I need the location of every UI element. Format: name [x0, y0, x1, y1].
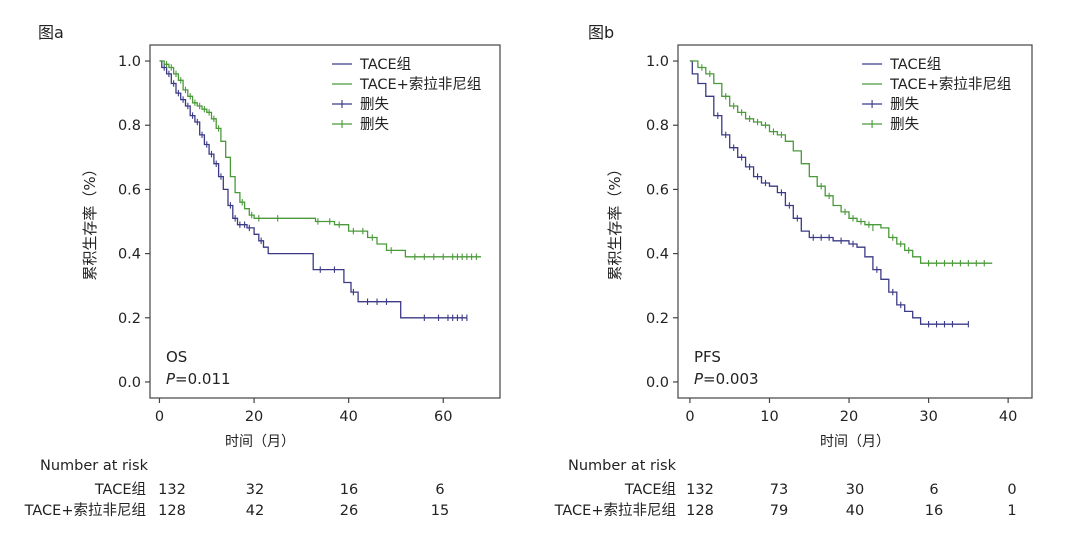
panel-a-legend-label: TACE组: [359, 56, 411, 73]
panel-b-legend-label: 删失: [890, 96, 919, 113]
panel-b-plot: 0.0 0.2 0.4 0.6 0.8 1.0 0 10 20 30 40 TACE组 TACE+索拉非…: [646, 44, 1033, 425]
panel-a-risk-value: 26: [340, 503, 358, 519]
panel-a-plot-frame: [149, 44, 501, 399]
panel-b-risk-value: 1: [1007, 503, 1016, 519]
panel-a-ytick-label: 0.8: [118, 118, 141, 134]
panel-b-xlabel: 时间（月）: [820, 434, 890, 450]
panel-b-risk-label-tace: TACE组: [624, 481, 676, 498]
panel-b-metric: PFS: [694, 348, 721, 366]
panel-b-risk-value: 132: [686, 482, 714, 498]
panel-a-curve-tace: [159, 60, 467, 319]
panel-a-risk-values: 132 32 16 6 128 42 26 15: [158, 482, 449, 519]
panel-a-risk-label-tace: TACE组: [94, 481, 146, 498]
panel-a-risk-value: 32: [246, 482, 264, 498]
panel-b-ytick-label: 0.8: [646, 118, 669, 134]
panel-b-ytick-label: 0.2: [646, 311, 669, 327]
panel-a-metric: OS: [166, 348, 187, 366]
panel-b-legend-label: TACE组: [889, 56, 941, 73]
panel-a-risk-value: 15: [431, 503, 449, 519]
panel-a-xtick-label: 60: [434, 409, 452, 425]
panel-b-pvalue: P=0.003: [694, 370, 759, 388]
panel-a-curve-combo: [159, 60, 482, 258]
panel-b-ytick-label: 0.0: [646, 375, 669, 391]
panel-b: 图b 0.00.20.40.60.81.00 10 20 30 40TACE组TACE+…: [554, 23, 1033, 519]
panel-a-legend-label: 删失: [360, 116, 389, 133]
panel-a-ytick-label: 1.0: [118, 54, 141, 70]
panel-b-xtick-label: 40: [999, 409, 1017, 425]
panel-a-ytick-label: 0.6: [118, 182, 141, 198]
panel-b-risk-value: 79: [770, 503, 788, 519]
panel-b-plot-frame: [677, 44, 1033, 399]
panel-a-risk-value: 42: [246, 503, 264, 519]
panel-b-legend-label: 删失: [890, 116, 919, 133]
panel-a-plot: 0.0 0.2 0.4 0.6 0.8 1.0 0 20 40 60 TACE组 TACE+索拉非尼组…: [118, 44, 501, 425]
panel-b-xtick-label: 20: [840, 409, 858, 425]
panel-b-ytick-label: 1.0: [646, 54, 669, 70]
panel-b-ytick-label: 0.4: [646, 247, 669, 263]
panel-a-risk-value: 132: [158, 482, 186, 498]
panel-b-risk-value: 128: [686, 503, 714, 519]
panel-a-risk-label-combo: TACE+索拉非尼组: [24, 502, 146, 519]
panel-b-risk-value: 40: [846, 503, 864, 519]
panel-b-risk-values: 132 73 30 6 0 128 79 40 16 1: [686, 482, 1016, 519]
panel-b-curve-tace: [689, 60, 969, 325]
panel-b-risk-value: 73: [770, 482, 788, 498]
panel-b-risk-value: 30: [846, 482, 864, 498]
panel-a: 图a 0.0 0.2 0.4 0.6 0.8 1.0 0 20 40 60 TACE组 TACE+索拉…: [24, 23, 501, 519]
panel-a-xtick-label: 20: [245, 409, 263, 425]
panel-b-legend-label: TACE+索拉非尼组: [889, 76, 1011, 93]
panel-b-curve-combo: [689, 60, 993, 264]
panel-a-ytick-label: 0.4: [118, 247, 141, 263]
panel-b-xtick-label: 0: [685, 409, 694, 425]
panel-a-risk-value: 128: [158, 503, 186, 519]
panel-a-ytick-label: 0.0: [118, 375, 141, 391]
panel-a-xlabel: 时间（月）: [225, 434, 295, 450]
panel-b-risk-value: 16: [925, 503, 943, 519]
panel-b-label: 图b: [588, 23, 614, 42]
panel-b-risk-title: Number at risk: [568, 458, 677, 474]
panel-b-xtick-label: 30: [919, 409, 937, 425]
panel-a-risk-value: 16: [340, 482, 358, 498]
panel-a-legend-label: TACE+索拉非尼组: [359, 76, 481, 93]
panel-a-ylabel: 累积生存率（%）: [81, 161, 99, 280]
panel-b-risk-value: 0: [1007, 482, 1016, 498]
panel-a-pvalue: P=0.011: [166, 370, 231, 388]
panel-a-ytick-label: 0.2: [118, 311, 141, 327]
panel-b-xtick-label: 10: [760, 409, 778, 425]
panel-a-risk-value: 6: [435, 482, 444, 498]
panel-b-ylabel: 累积生存率（%）: [606, 161, 624, 280]
panel-a-xtick-label: 0: [155, 409, 164, 425]
panel-a-risk-title: Number at risk: [40, 458, 149, 474]
panel-b-risk-label-combo: TACE+索拉非尼组: [554, 502, 676, 519]
panel-b-ytick-label: 0.6: [646, 182, 669, 198]
panel-a-legend-label: 删失: [360, 96, 389, 113]
panel-a-label: 图a: [38, 23, 64, 42]
panel-b-risk-value: 6: [929, 482, 938, 498]
panel-a-xtick-label: 40: [339, 409, 357, 425]
